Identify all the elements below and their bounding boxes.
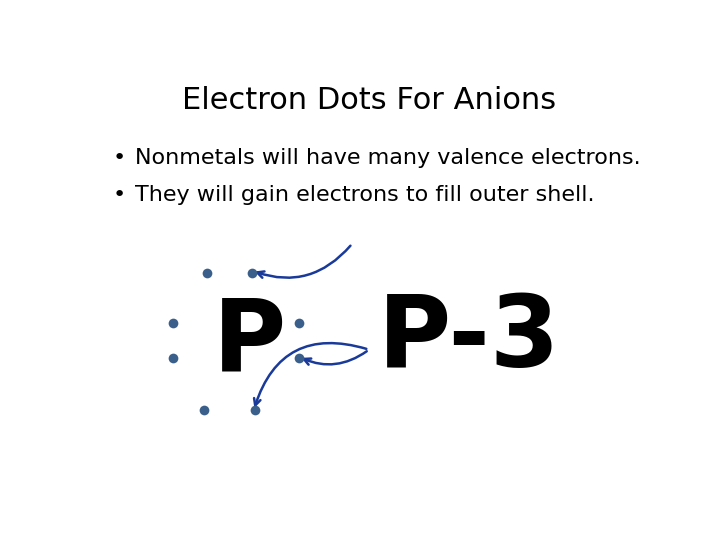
Text: Electron Dots For Anions: Electron Dots For Anions [182, 85, 556, 114]
Text: •: • [112, 148, 125, 168]
Text: •: • [112, 185, 125, 205]
Text: P-3: P-3 [378, 291, 561, 388]
Text: P: P [212, 295, 286, 392]
Text: They will gain electrons to fill outer shell.: They will gain electrons to fill outer s… [135, 185, 594, 205]
Text: Nonmetals will have many valence electrons.: Nonmetals will have many valence electro… [135, 148, 640, 168]
